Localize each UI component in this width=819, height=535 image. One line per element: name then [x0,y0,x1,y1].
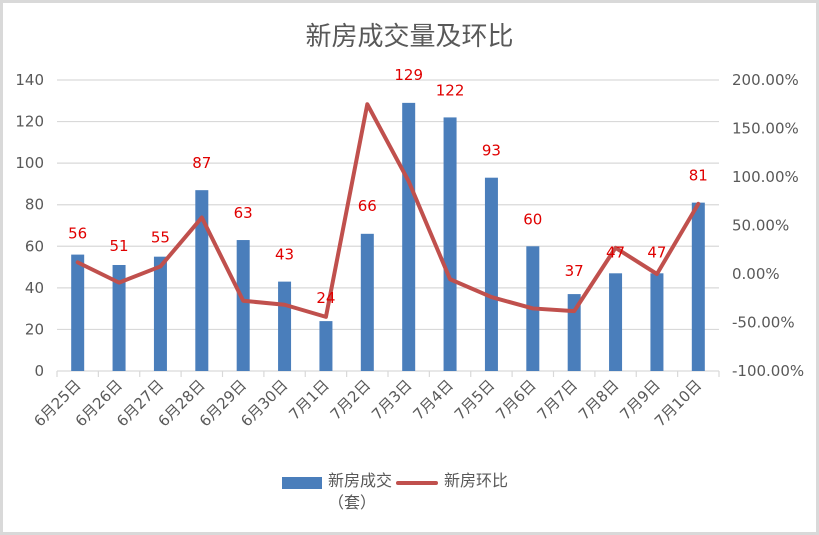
line-swatch-icon [396,481,439,485]
bar [236,240,250,371]
left-axis-tick: 140 [15,71,44,89]
right-axis-tick: 150.00% [732,120,799,138]
chart-title: 新房成交量及环比 [305,22,514,52]
bar [443,117,457,372]
data-label: 47 [606,243,625,261]
data-label: 81 [689,167,708,185]
data-label: 66 [358,197,377,215]
data-label: 55 [151,229,170,247]
bar [360,233,374,371]
bar [691,202,705,371]
bar [153,256,167,371]
data-label: 87 [192,154,211,172]
legend-item-bar: 新房成交 （套） [282,470,392,514]
x-axis-category-label: 7月6日 [492,376,539,423]
legend-line-label: 新房环比 [444,471,509,490]
right-axis-tick: 100.00% [732,168,799,186]
x-axis-category-label: 7月7日 [534,376,581,423]
legend: 新房成交 （套） 新房环比 [282,470,508,514]
x-axis-category-label: 7月2日 [327,376,374,423]
legend-bar-label: 新房成交 [328,471,393,490]
left-axis-tick: 100 [15,154,44,172]
data-label: 43 [275,246,294,264]
right-axis-tick: -100.00% [732,362,804,380]
legend-item-line: 新房环比 [392,470,508,492]
data-label: 63 [234,204,253,222]
left-axis-tick: 0 [34,362,44,380]
x-axis-category-label: 7月5日 [451,376,498,423]
ratio-line [75,102,701,319]
data-label: 37 [565,262,584,280]
legend-bar-unit: （套） [328,493,377,512]
bar [402,102,416,371]
bar [319,321,333,371]
bar-swatch-icon [282,477,322,489]
data-label: 122 [436,81,465,99]
bar [112,264,126,371]
bar [71,254,85,371]
right-axis-tick: 200.00% [732,71,799,89]
data-label: 60 [523,210,542,228]
x-axis-category-label: 7月4日 [409,376,456,423]
data-label: 24 [316,289,335,307]
bar [278,281,292,371]
data-label: 51 [110,237,129,255]
data-label: 93 [482,142,501,160]
left-axis-tick: 120 [15,113,44,131]
bar [195,190,209,371]
data-label: 47 [647,243,666,261]
bar [484,177,498,371]
x-axis-category-label: 7月3日 [368,376,415,423]
bar [567,294,581,371]
bar [650,273,664,371]
x-axis-category-label: 7月1日 [285,376,332,423]
bar [609,273,623,371]
right-axis-tick: 50.00% [732,217,789,235]
left-axis-tick: 40 [25,279,44,297]
right-axis-tick: -50.00% [732,314,795,332]
right-axis-tick: 0.00% [732,265,780,283]
data-label: 129 [394,66,423,84]
data-label: 56 [68,225,87,243]
x-axis-category-label: 7月8日 [575,376,622,423]
left-axis-tick: 80 [25,196,44,214]
left-axis-tick: 60 [25,237,44,255]
left-axis-tick: 20 [25,320,44,338]
